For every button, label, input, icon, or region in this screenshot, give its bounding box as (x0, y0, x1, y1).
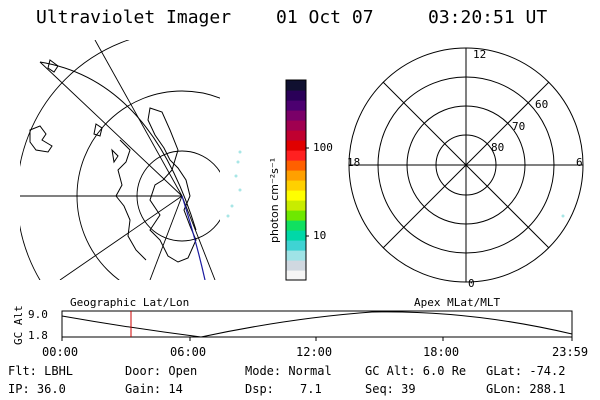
coastline (93, 123, 103, 137)
geographic-map (20, 40, 220, 280)
mlt-label-12: 12 (473, 48, 487, 61)
colorbar-segment (286, 220, 306, 231)
coastline (111, 148, 119, 164)
colorbar-segment (286, 100, 306, 111)
timeline-x-tick-0600: 06:00 (170, 345, 207, 359)
mlat-mlt-polar-plot (348, 47, 584, 283)
colorbar-tick-100: 100 (313, 141, 333, 154)
timeline-x-tick-1200: 12:00 (296, 345, 333, 359)
auroral-emission (226, 150, 565, 218)
meridian (181, 195, 216, 280)
colorbar-segment (286, 260, 306, 271)
observation-time: 03:20:51 UT (428, 7, 548, 28)
colorbar-segment (286, 130, 306, 141)
mlt-label-6: 6 (576, 156, 583, 169)
colorbar-segment (286, 190, 306, 201)
gain-readout: Gain: 14 (125, 382, 183, 396)
coastline (115, 139, 147, 261)
coastline (47, 59, 59, 73)
glat-readout: GLat: -74.2 (486, 364, 566, 378)
timeline-y-tick-1-8: 1.8 (28, 329, 48, 342)
meridian (59, 195, 183, 280)
colorbar-segment (286, 140, 306, 151)
mlat-label-80: 80 (491, 141, 505, 154)
colorbar-segment (286, 180, 306, 191)
timeline-x-tick-2359: 23:59 (552, 345, 589, 359)
meridian (39, 61, 183, 197)
colorbar-segment (286, 160, 306, 171)
mlat-label-70: 70 (512, 120, 526, 133)
orbit-track (181, 195, 206, 280)
view-limb (39, 61, 197, 231)
colorbar-tick-10: 10 (313, 229, 327, 242)
coastline (147, 107, 197, 263)
colorbar-segment (286, 240, 306, 251)
colorbar-segment (286, 250, 306, 261)
meridian (149, 195, 183, 280)
filter-readout: Flt: LBHL (8, 364, 74, 378)
dsp-label: Dsp: (245, 382, 274, 396)
mlt-label-18: 18 (347, 156, 361, 169)
mlt-label-0: 0 (468, 277, 475, 290)
timeline-y-tick-9: 9.0 (28, 308, 48, 321)
timeline-left-label: Geographic Lat/Lon (70, 296, 190, 309)
colorbar-segment (286, 80, 306, 91)
coastline (29, 125, 53, 153)
observation-date: 01 Oct 07 (276, 7, 374, 28)
timeline-right-label: Apex MLat/MLT (414, 296, 501, 309)
timeline-y-title: GC Alt (12, 305, 25, 345)
colorbar-segment (286, 90, 306, 101)
mlat-label-60: 60 (535, 98, 549, 111)
colorbar-segment (286, 210, 306, 221)
instrument-title: Ultraviolet Imager (36, 7, 232, 28)
mode-readout: Mode: Normal (245, 364, 332, 378)
colorbar-segment (286, 270, 306, 281)
colorbar-segment (286, 230, 306, 241)
glon-readout: GLon: 288.1 (486, 382, 566, 396)
door-readout: Door: Open (125, 364, 198, 378)
colorbar-segment (286, 170, 306, 181)
timeline-x-tick-1800: 18:00 (423, 345, 460, 359)
orbit-timeline (61, 310, 573, 341)
colorbar-segment (286, 110, 306, 121)
seq-readout: Seq: 39 (365, 382, 416, 396)
colorbar (286, 80, 306, 281)
dsp-value: 7.1 (300, 382, 322, 396)
altitude-curve (61, 311, 573, 338)
colorbar-unit-label: photon cm⁻²s⁻¹ (268, 158, 281, 243)
gc-alt-readout: GC Alt: 6.0 Re (365, 364, 467, 378)
ip-readout: IP: 36.0 (8, 382, 66, 396)
colorbar-segment (286, 150, 306, 161)
timeline-x-tick-0000: 00:00 (42, 345, 79, 359)
colorbar-segment (286, 200, 306, 211)
colorbar-segment (286, 120, 306, 131)
